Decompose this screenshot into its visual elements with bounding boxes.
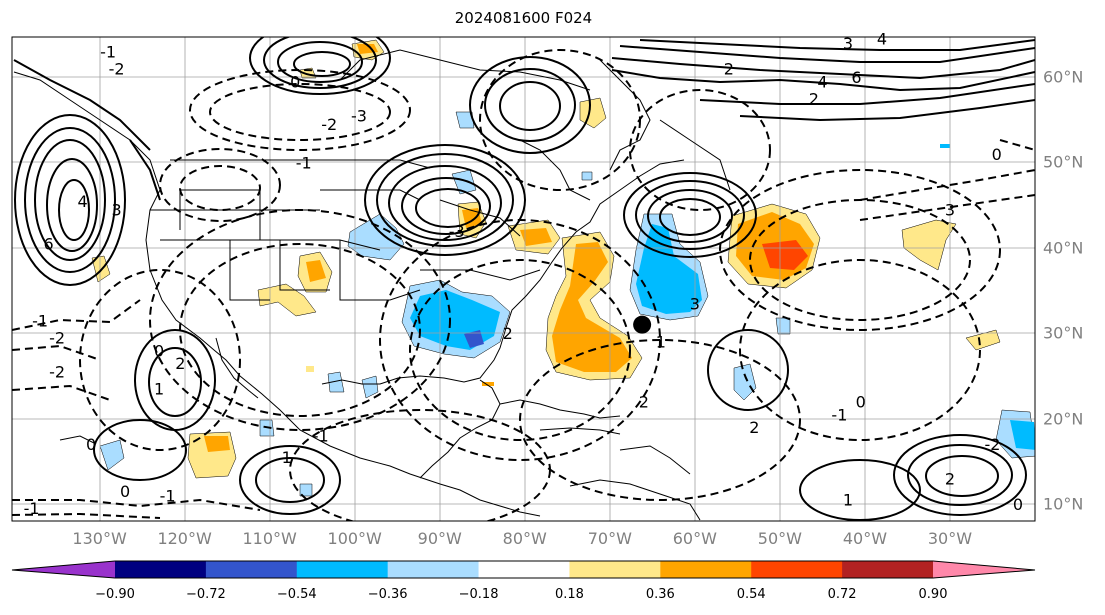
colorbar-cell [296, 561, 389, 578]
longitude-label: 130°W [72, 529, 127, 548]
contour-label: -2 [49, 328, 65, 347]
colorbar [11, 560, 1036, 579]
contour-label: 1 [656, 333, 666, 352]
contour-label: 2 [503, 324, 513, 343]
contour-label: 6 [43, 235, 53, 254]
colorbar-cell [751, 561, 843, 578]
colorbar-cell [660, 561, 752, 578]
contour-label: -1 [296, 153, 312, 172]
contour-label: 1 [282, 448, 292, 467]
location-marker [633, 315, 652, 334]
contour-label: 0 [86, 435, 96, 454]
colorbar-tick-label: −0.72 [185, 587, 226, 602]
contour-label: 1 [154, 380, 164, 399]
contour-lines-dashed [12, 49, 1035, 521]
contour-label: -3 [351, 107, 367, 126]
colorbar-cell [569, 561, 661, 578]
contour-label: 2 [749, 418, 759, 437]
colorbar-tick-label: −0.90 [95, 587, 135, 602]
latitude-label: 60°N [1043, 67, 1084, 87]
contour-label: 4 [817, 72, 827, 91]
longitude-label: 120°W [157, 529, 212, 548]
contour-label: 3 [843, 34, 853, 53]
contour-label: 3 [112, 200, 122, 219]
colorbar-cell [205, 561, 298, 578]
contour-label: -2 [985, 435, 1001, 454]
longitude-label: 70°W [587, 529, 632, 548]
colorbar-tick-label: 0.18 [554, 587, 584, 602]
colorbar-cell [842, 561, 934, 578]
contour-label: 2 [639, 392, 649, 411]
longitude-label: 80°W [502, 529, 547, 548]
contour-label: 2 [945, 469, 955, 488]
contour-label: 0 [120, 482, 130, 501]
contour-label: 2 [724, 60, 734, 79]
contour-label: 3 [690, 294, 700, 313]
colorbar-cell [387, 561, 480, 578]
longitude-label: 110°W [242, 529, 297, 548]
contour-label: -2 [109, 60, 125, 79]
contour-label: 0 [1013, 495, 1023, 514]
contour-label: -2 [321, 115, 337, 134]
colorbar-tick-label: 0.90 [918, 587, 948, 602]
colorbar-tick-label: −0.54 [276, 587, 317, 602]
map-frame [11, 36, 1036, 522]
contour-label: -1 [831, 405, 847, 424]
colorbar-cell [478, 561, 570, 578]
colorbar-tick-label: 0.72 [827, 587, 857, 602]
colorbar-tick-label: 0.36 [645, 587, 675, 602]
contour-label: -1 [160, 486, 176, 505]
contour-label: -1 [24, 499, 40, 518]
contour-label: -1 [100, 43, 116, 62]
longitude-label: 50°W [757, 529, 802, 548]
contour-label: -2 [49, 363, 65, 382]
contour-label: -1 [313, 427, 329, 446]
contour-label: -3 [449, 222, 465, 241]
contour-label: 0 [290, 72, 300, 91]
longitude-label: 30°W [927, 529, 973, 548]
contour-label: 4 [77, 192, 87, 211]
contour-label: 2 [809, 89, 819, 108]
latitude-label: 50°N [1043, 152, 1084, 172]
contour-label: 6 [851, 68, 861, 87]
contour-label: 0 [856, 392, 866, 411]
longitude-label: 60°W [672, 529, 717, 548]
anomaly-fills [91, 39, 1035, 497]
latitude-label: 20°N [1043, 409, 1084, 429]
contour-label: 4 [877, 30, 887, 49]
contour-lines [13, 37, 1035, 521]
contour-label: 0 [992, 145, 1002, 164]
contour-label: 3 [945, 200, 955, 219]
contour-label: -1 [32, 311, 48, 330]
graticule [12, 37, 1035, 521]
contour-label: 0 [154, 341, 164, 360]
colorbar-cell [115, 561, 207, 578]
latitude-label: 30°N [1043, 323, 1084, 343]
colorbar-tick-label: −0.36 [367, 587, 408, 602]
longitude-label: 100°W [327, 529, 382, 548]
colorbar-tick-label: 0.54 [736, 587, 766, 602]
contour-label: 1 [843, 491, 853, 510]
longitude-label: 40°W [842, 529, 888, 548]
latitude-label: 10°N [1043, 494, 1084, 514]
latitude-label: 40°N [1043, 238, 1084, 258]
colorbar-tick-label: −0.18 [458, 587, 499, 602]
map-title: 2024081600 F024 [454, 9, 593, 27]
contour-label: 2 [175, 354, 185, 373]
longitude-label: 90°W [417, 529, 462, 548]
